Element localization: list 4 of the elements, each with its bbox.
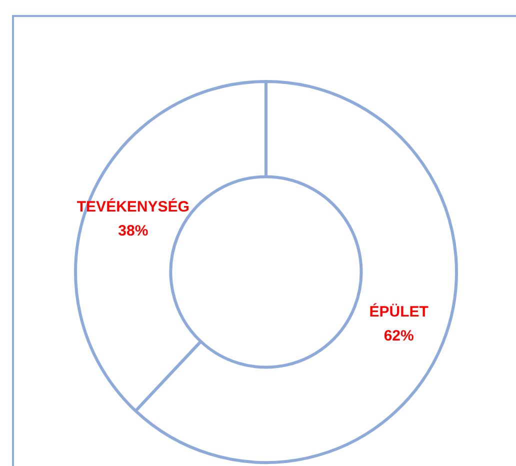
- slice-label: ÉPÜLET: [369, 302, 428, 321]
- data-label: 38%: [118, 222, 148, 240]
- slice-label: TEVÉKENYSÉG: [76, 198, 190, 216]
- data-label: 62%: [384, 328, 414, 345]
